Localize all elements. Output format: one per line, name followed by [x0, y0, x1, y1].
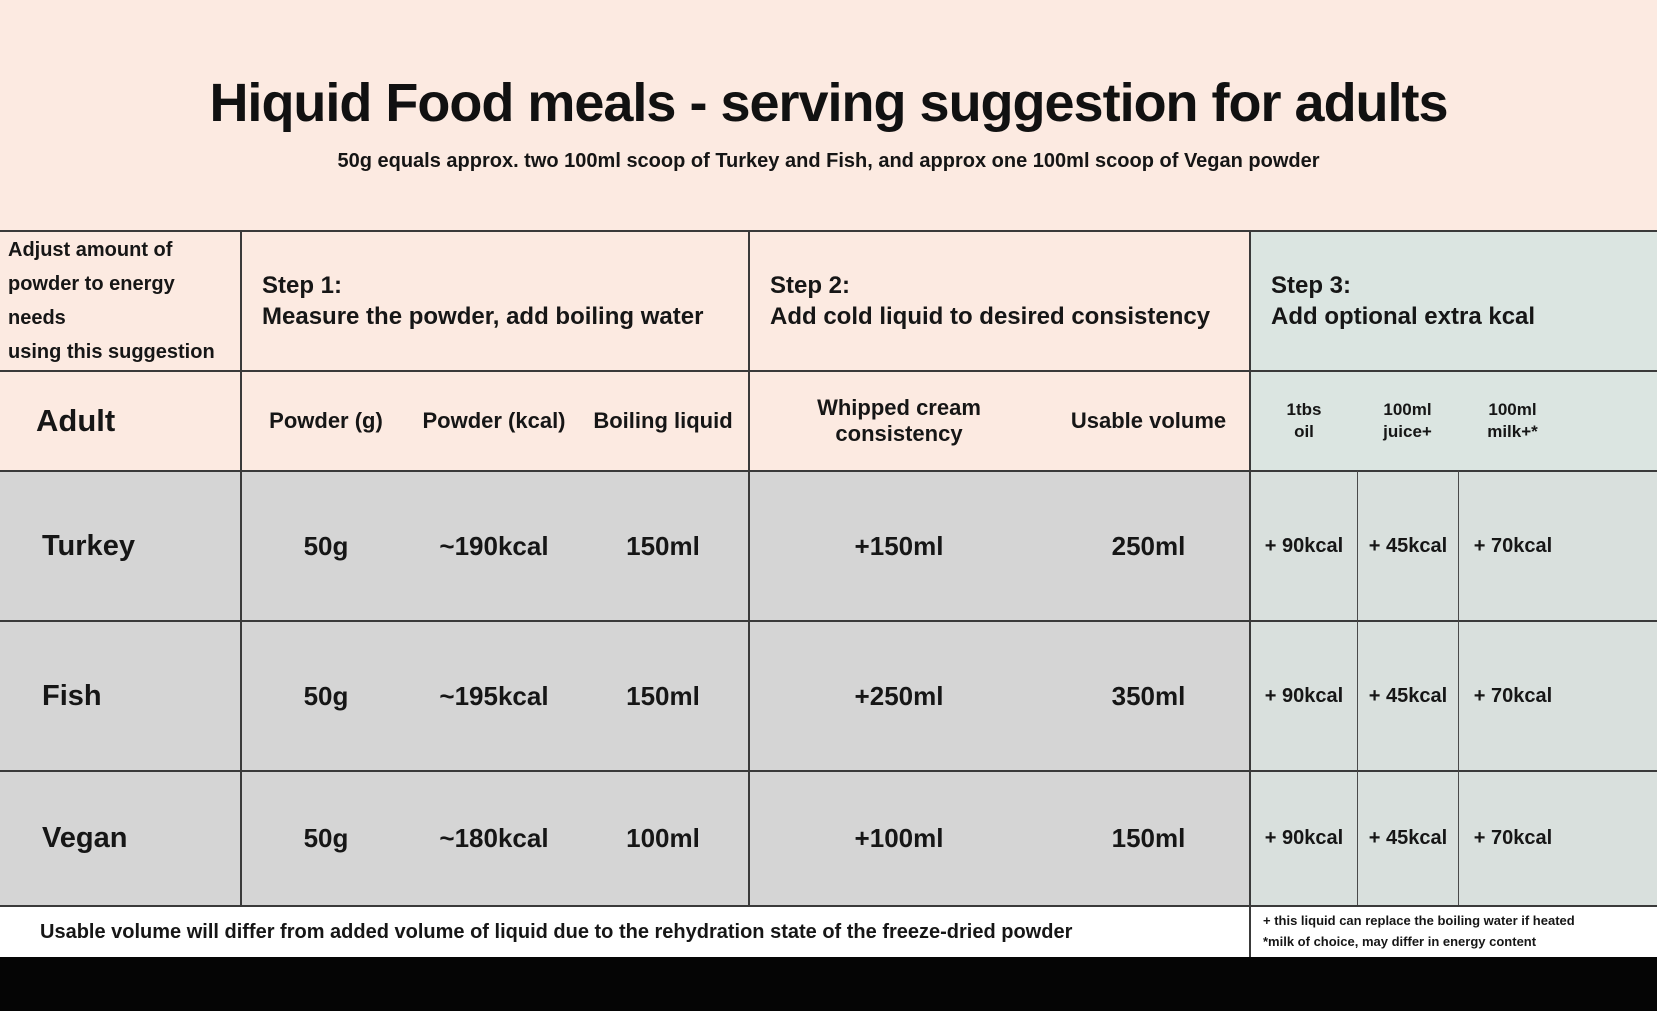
vegan-juice-kcal: + 45kcal [1357, 770, 1458, 905]
col-header-usable-volume: Usable volume [1048, 370, 1249, 470]
turkey-whipped: +150ml [748, 470, 1048, 620]
col-header-oil: 1tbs oil [1249, 370, 1357, 470]
vegan-milk-kcal: + 70kcal [1458, 770, 1567, 905]
fish-oil-kcal: + 90kcal [1249, 620, 1357, 770]
fish-powder-kcal: ~195kcal [410, 620, 578, 770]
turkey-boiling: 150ml [578, 470, 748, 620]
usable-volume-note: Usable volume will differ from added vol… [0, 905, 1249, 957]
fish-juice-kcal: + 45kcal [1357, 620, 1458, 770]
row-label-turkey: Turkey [0, 470, 240, 620]
step3-header: Step 3: Add optional extra kcal [1249, 230, 1657, 370]
fish-powder-g: 50g [240, 620, 410, 770]
step1-title: Step 1: [262, 271, 343, 299]
fish-milk-kcal: + 70kcal [1458, 620, 1567, 770]
vegan-boiling: 100ml [578, 770, 748, 905]
turkey-oil-kcal: + 90kcal [1249, 470, 1357, 620]
vegan-spacer [1567, 770, 1657, 905]
page-title: Hiquid Food meals - serving suggestion f… [209, 72, 1448, 133]
step3-title: Step 3: [1271, 271, 1352, 299]
col-header-powder-g: Powder (g) [240, 370, 410, 470]
step1-desc: Measure the powder, add boiling water [262, 302, 704, 330]
page-subtitle: 50g equals approx. two 100ml scoop of Tu… [337, 149, 1320, 172]
vegan-whipped: +100ml [748, 770, 1048, 905]
col-header-whipped-cream: Whipped cream consistency [748, 370, 1048, 470]
step2-desc: Add cold liquid to desired consistency [770, 302, 1211, 330]
serving-table: Adjust amount of powder to energy needs … [0, 230, 1657, 957]
fish-usable: 350ml [1048, 620, 1249, 770]
footnote-milk-choice: *milk of choice, may differ in energy co… [1263, 934, 1537, 949]
adult-row-header: Adult [0, 370, 240, 470]
vegan-usable: 150ml [1048, 770, 1249, 905]
fish-boiling: 150ml [578, 620, 748, 770]
col-header-spacer [1567, 370, 1657, 470]
turkey-spacer [1567, 470, 1657, 620]
page-header: Hiquid Food meals - serving suggestion f… [0, 0, 1657, 230]
step3-footnotes: + this liquid can replace the boiling wa… [1249, 905, 1657, 957]
turkey-milk-kcal: + 70kcal [1458, 470, 1567, 620]
footnote-liquid-replace: + this liquid can replace the boiling wa… [1263, 913, 1575, 929]
fish-spacer [1567, 620, 1657, 770]
row-label-vegan: Vegan [0, 770, 240, 905]
turkey-powder-kcal: ~190kcal [410, 470, 578, 620]
vegan-oil-kcal: + 90kcal [1249, 770, 1357, 905]
bottom-bar [0, 957, 1657, 1011]
step3-desc: Add optional extra kcal [1271, 302, 1536, 330]
corner-header: Adjust amount of powder to energy needs … [0, 230, 240, 370]
fish-whipped: +250ml [748, 620, 1048, 770]
col-header-powder-kcal: Powder (kcal) [410, 370, 578, 470]
turkey-usable: 250ml [1048, 470, 1249, 620]
step2-title: Step 2: [770, 271, 851, 299]
turkey-juice-kcal: + 45kcal [1357, 470, 1458, 620]
step2-header: Step 2: Add cold liquid to desired consi… [748, 230, 1249, 370]
vegan-powder-g: 50g [240, 770, 410, 905]
col-header-juice: 100ml juice+ [1357, 370, 1458, 470]
row-label-fish: Fish [0, 620, 240, 770]
step1-header: Step 1: Measure the powder, add boiling … [240, 230, 748, 370]
col-header-boiling-liquid: Boiling liquid [578, 370, 748, 470]
turkey-powder-g: 50g [240, 470, 410, 620]
vegan-powder-kcal: ~180kcal [410, 770, 578, 905]
col-header-milk: 100ml milk+* [1458, 370, 1567, 470]
